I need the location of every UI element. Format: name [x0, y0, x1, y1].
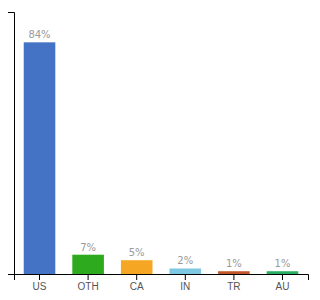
- bars: [24, 42, 299, 274]
- x-tick-mark: [185, 274, 186, 280]
- data-label: 1%: [226, 258, 242, 269]
- x-tick-label: US: [33, 281, 47, 292]
- x-tick-label: TR: [227, 281, 240, 292]
- x-tick: AU: [276, 274, 290, 292]
- x-tick: OTH: [78, 274, 99, 292]
- x-tick-mark: [136, 274, 137, 280]
- chart-container: US OTH CA IN TR AU 84% 7% 5% 2% 1% 1%: [0, 0, 320, 300]
- data-label: 5%: [129, 247, 145, 258]
- x-tick-label: IN: [180, 281, 190, 292]
- data-label: 1%: [275, 258, 291, 269]
- y-axis: [8, 13, 15, 275]
- data-label: 2%: [177, 255, 193, 266]
- x-tick-label: AU: [276, 281, 290, 292]
- data-labels: 84% 7% 5% 2% 1% 1%: [28, 29, 290, 269]
- chart-svg: US OTH CA IN TR AU 84% 7% 5% 2% 1% 1%: [0, 0, 320, 300]
- x-tick-mark: [233, 274, 234, 280]
- plot-area: US OTH CA IN TR AU 84% 7% 5% 2% 1% 1%: [8, 13, 309, 293]
- data-label: 7%: [80, 242, 96, 253]
- x-tick: TR: [227, 274, 240, 292]
- x-tick: IN: [180, 274, 190, 292]
- x-tick-mark: [282, 274, 283, 280]
- bar: [24, 42, 56, 274]
- bar: [121, 260, 153, 274]
- x-tick-mark: [88, 274, 89, 280]
- x-tick: CA: [130, 274, 144, 292]
- x-tick-label: CA: [130, 281, 144, 292]
- bar: [72, 255, 104, 274]
- x-axis: US OTH CA IN TR AU: [15, 274, 309, 292]
- y-axis-line: [8, 13, 15, 275]
- x-axis-line: [15, 275, 309, 281]
- bar: [170, 268, 202, 274]
- bar: [218, 271, 250, 274]
- x-tick-mark: [39, 274, 40, 280]
- data-label: 84%: [28, 29, 50, 40]
- x-tick: US: [33, 274, 47, 292]
- x-tick-label: OTH: [78, 281, 99, 292]
- bar: [267, 271, 299, 274]
